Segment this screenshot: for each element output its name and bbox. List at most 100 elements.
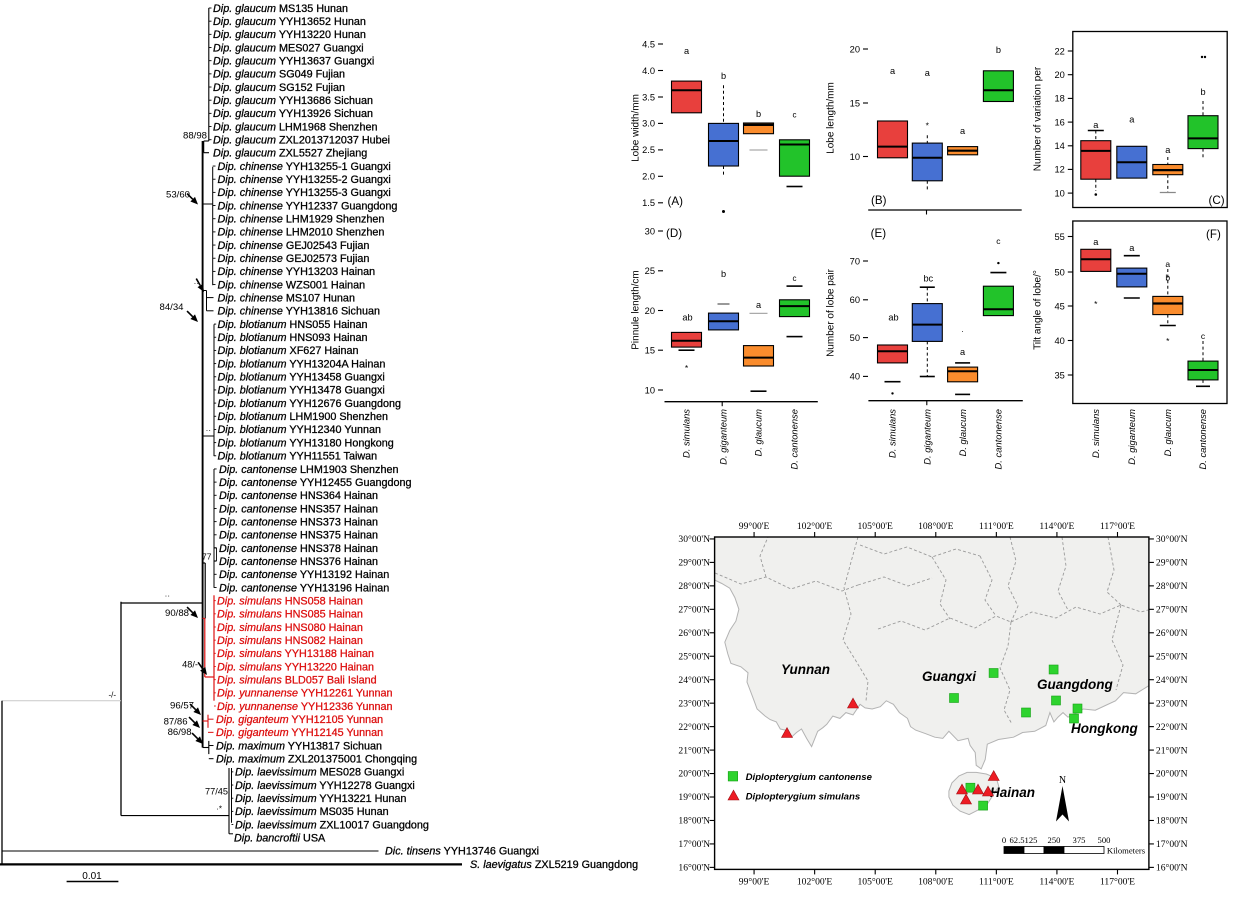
svg-text:4.5: 4.5 (642, 39, 655, 49)
svg-text:Dip. chinense YYH13255-3 Guang: Dip. chinense YYH13255-3 Guangxi (218, 187, 391, 199)
svg-text:Dip. glaucum ZXL2013712037 Hub: Dip. glaucum ZXL2013712037 Hubei (213, 135, 390, 147)
svg-text:Dip. blotianum HNS093 Hainan: Dip. blotianum HNS093 Hainan (218, 332, 368, 344)
svg-text:··: ·· (206, 426, 211, 435)
svg-text:(B): (B) (871, 194, 887, 207)
svg-text:Guangdong: Guangdong (1037, 677, 1113, 692)
svg-text:a: a (925, 68, 931, 78)
svg-text:18: 18 (1054, 94, 1064, 104)
svg-text:D. simulans: D. simulans (887, 409, 898, 458)
svg-text:Dip. cantonense YYH13192 Haina: Dip. cantonense YYH13192 Hainan (219, 569, 389, 581)
svg-text:S. laevigatus ZXL5219 Guangdon: S. laevigatus ZXL5219 Guangdong (470, 859, 638, 871)
svg-text:108°00'E: 108°00'E (918, 876, 954, 887)
svg-text:14: 14 (1054, 141, 1064, 151)
svg-text:45: 45 (1054, 301, 1064, 311)
svg-text:-/-: -/- (108, 691, 116, 700)
svg-text:D. cantonense: D. cantonense (789, 409, 800, 469)
svg-text:Dip. simulans HNS080 Hainan: Dip. simulans HNS080 Hainan (217, 622, 363, 634)
svg-text:Dip. cantonense HNS364 Hainan: Dip. cantonense HNS364 Hainan (219, 490, 378, 502)
svg-text:111°00'E: 111°00'E (979, 521, 1014, 532)
svg-text:Dip. chinense GEJ02573 Fujian: Dip. chinense GEJ02573 Fujian (218, 253, 370, 265)
svg-text:Dip. chinense YYH13203 Hainan: Dip. chinense YYH13203 Hainan (218, 266, 376, 278)
svg-text:a: a (1093, 237, 1099, 247)
svg-text:Dip. glaucum YYH13220 Hunan: Dip. glaucum YYH13220 Hunan (213, 29, 366, 41)
svg-text:Dip. glaucum YYH13926 Sichuan: Dip. glaucum YYH13926 Sichuan (213, 108, 373, 120)
svg-text:D. giganteum: D. giganteum (922, 409, 933, 465)
svg-text:17°00'N: 17°00'N (678, 839, 710, 850)
svg-text:D. cantonense: D. cantonense (993, 409, 1004, 469)
svg-text:Dip. chinense LHM1929 Shenzhen: Dip. chinense LHM1929 Shenzhen (218, 214, 385, 226)
svg-text:Dip. cantonense YYH13196 Haina: Dip. cantonense YYH13196 Hainan (219, 582, 389, 594)
svg-text:10: 10 (1054, 188, 1064, 198)
svg-text:*: * (685, 363, 689, 373)
svg-text:16°00'N: 16°00'N (1156, 863, 1188, 874)
svg-text:Dip. giganteum YYH12145 Yunnan: Dip. giganteum YYH12145 Yunnan (216, 727, 383, 739)
svg-text:24°00'N: 24°00'N (1156, 675, 1188, 686)
svg-text:Dip. chinense YYH13255-1 Guang: Dip. chinense YYH13255-1 Guangxi (218, 161, 391, 173)
svg-text:b: b (1200, 87, 1205, 97)
svg-text:Dip. chinense YYH13816 Sichuan: Dip. chinense YYH13816 Sichuan (218, 306, 380, 318)
svg-text:24°00'N: 24°00'N (678, 675, 710, 686)
svg-text:70: 70 (850, 256, 860, 266)
svg-text:Dic. tinsens YYH13746 Guangxi: Dic. tinsens YYH13746 Guangxi (385, 846, 539, 858)
svg-text:18°00'N: 18°00'N (1156, 816, 1188, 827)
svg-text:16°00'N: 16°00'N (678, 863, 710, 874)
svg-text:Dip. cantonense HNS357 Hainan: Dip. cantonense HNS357 Hainan (219, 503, 378, 515)
svg-text:10: 10 (850, 152, 860, 162)
svg-text:D. giganteum: D. giganteum (718, 409, 729, 465)
svg-text:Diplopterygium cantonense: Diplopterygium cantonense (746, 772, 873, 783)
svg-text:20: 20 (850, 44, 860, 54)
svg-text:(E): (E) (871, 227, 887, 240)
svg-text:60: 60 (850, 295, 860, 305)
svg-text:114°00'E: 114°00'E (1039, 876, 1074, 887)
svg-text:(F): (F) (1206, 228, 1221, 241)
svg-text:27°00'N: 27°00'N (678, 605, 710, 616)
svg-text:84/34: 84/34 (159, 302, 184, 313)
svg-text:D. glaucum: D. glaucum (957, 409, 968, 457)
svg-text:Dip. blotianum XF627 Hainan: Dip. blotianum XF627 Hainan (218, 345, 359, 357)
svg-text:Dip. giganteum YYH12105 Yunnan: Dip. giganteum YYH12105 Yunnan (216, 714, 383, 726)
svg-text:35: 35 (1054, 370, 1064, 380)
svg-text:29°00'N: 29°00'N (678, 558, 710, 569)
svg-text:Dip. laevissimum ZXL10017 Guan: Dip. laevissimum ZXL10017 Guangdong (235, 819, 429, 831)
svg-text:30°00'N: 30°00'N (1156, 534, 1188, 545)
svg-text:Dip. blotianum YYH13478 Guangx: Dip. blotianum YYH13478 Guangxi (218, 385, 385, 397)
svg-text:·*: ·* (216, 805, 222, 814)
svg-text:b: b (721, 269, 726, 279)
svg-text:30°00'N: 30°00'N (678, 534, 710, 545)
svg-text:Dip. laevissimum MES028 Guangx: Dip. laevissimum MES028 Guangxi (235, 767, 404, 779)
svg-text:Dip. bancroftii USA: Dip. bancroftii USA (234, 833, 326, 845)
svg-text:Dip. cantonense HNS375 Hainan: Dip. cantonense HNS375 Hainan (219, 530, 378, 542)
svg-text:117°00'E: 117°00'E (1100, 876, 1135, 887)
svg-text:19°00'N: 19°00'N (678, 792, 710, 803)
svg-text:Number of variation per: Number of variation per (1033, 66, 1044, 171)
svg-text:40: 40 (1054, 336, 1064, 346)
svg-text:0: 0 (1002, 835, 1006, 845)
svg-text:··: ·· (194, 279, 199, 288)
svg-text:b: b (996, 45, 1001, 55)
svg-text:Diplopterygium simulans: Diplopterygium simulans (746, 792, 861, 803)
svg-text:a: a (756, 300, 762, 310)
svg-text:Dip. blotianum YYH12340 Yunnan: Dip. blotianum YYH12340 Yunnan (218, 424, 381, 436)
svg-text:(A): (A) (668, 195, 684, 208)
svg-text:19°00'N: 19°00'N (1156, 792, 1188, 803)
svg-text:Lobe length/mm: Lobe length/mm (826, 82, 837, 154)
svg-text:Dip. glaucum MS135 Hunan: Dip. glaucum MS135 Hunan (213, 3, 348, 15)
svg-text:20: 20 (1054, 70, 1064, 80)
svg-text:Dip. glaucum YYH13686 Sichuan: Dip. glaucum YYH13686 Sichuan (213, 95, 373, 107)
svg-text:Dip. blotianum HNS055 Hainan: Dip. blotianum HNS055 Hainan (218, 319, 368, 331)
svg-text:500: 500 (1098, 835, 1111, 845)
svg-text:a: a (1129, 243, 1135, 253)
svg-text:D. simulans: D. simulans (681, 409, 692, 458)
svg-text:Yunnan: Yunnan (781, 662, 830, 677)
svg-text:22°00'N: 22°00'N (678, 722, 710, 733)
svg-text:a: a (960, 126, 966, 136)
svg-text:29°00'N: 29°00'N (1156, 558, 1188, 569)
svg-text:Dip. chinense LHM2010 Shenzhen: Dip. chinense LHM2010 Shenzhen (218, 227, 385, 239)
svg-text:50: 50 (850, 333, 860, 343)
svg-text:Dip. glaucum ZXL5527 Zhejiang: Dip. glaucum ZXL5527 Zhejiang (213, 148, 367, 160)
svg-text:3.5: 3.5 (642, 92, 655, 102)
svg-text:22°00'N: 22°00'N (1156, 722, 1188, 733)
svg-text:55: 55 (1054, 232, 1064, 242)
svg-text:c: c (1201, 331, 1206, 341)
svg-text:Dip. chinense WZS001 Hainan: Dip. chinense WZS001 Hainan (218, 279, 366, 291)
